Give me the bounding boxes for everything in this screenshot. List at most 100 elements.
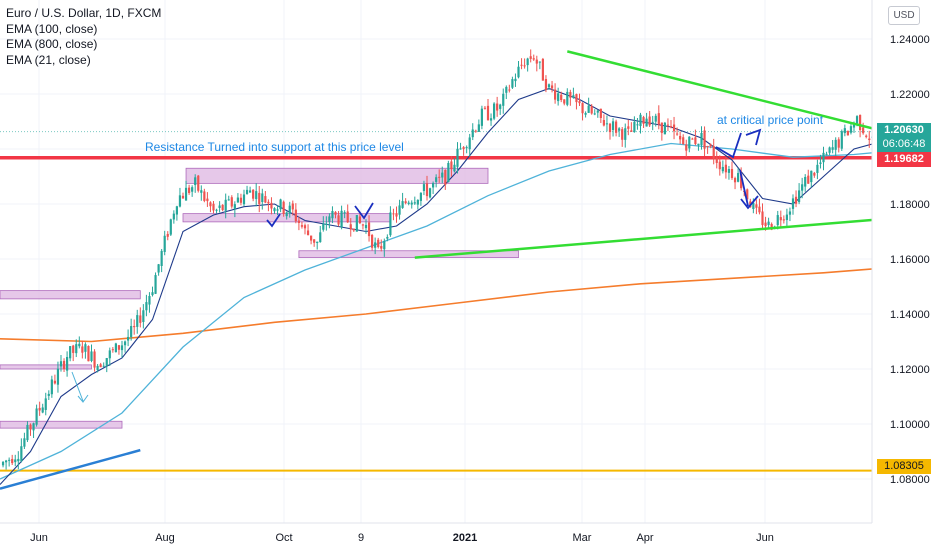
candle-body: [602, 119, 605, 126]
candle-body: [807, 175, 810, 184]
candle-body: [740, 174, 743, 189]
candle-body: [477, 124, 480, 132]
candle-body: [300, 225, 304, 227]
legend-ema-800[interactable]: EMA (800, close): [6, 37, 98, 51]
legend-ema-100[interactable]: EMA (100, close): [6, 21, 98, 36]
candle-body: [78, 343, 81, 347]
candle-body: [395, 213, 398, 217]
candle-body: [401, 201, 404, 208]
candle-body: [102, 365, 105, 367]
x-tick-label: 2021: [453, 532, 477, 544]
drawn-arrow: [354, 202, 374, 220]
legend-ema-21[interactable]: EMA (21, close): [6, 52, 91, 67]
candle-body: [139, 315, 142, 323]
candle-body: [486, 105, 490, 121]
candle-body: [779, 217, 782, 221]
candle-body: [130, 326, 133, 338]
candle-body: [798, 190, 801, 203]
candle-body: [17, 458, 20, 462]
candle-body: [721, 166, 724, 172]
drawn-arrow: [745, 128, 762, 146]
candle-body: [459, 148, 462, 150]
candle-body: [865, 135, 868, 137]
candle-body: [44, 398, 47, 410]
y-tick-label: 1.12000: [890, 364, 930, 376]
currency-button[interactable]: USD: [888, 6, 920, 25]
candle-body: [529, 56, 532, 59]
zone-box: [0, 364, 92, 370]
candle-body: [624, 128, 627, 140]
candle-body: [35, 408, 38, 425]
candle-body: [825, 153, 828, 155]
candle-body: [502, 93, 505, 106]
candle-body: [288, 205, 291, 214]
candle-body: [191, 187, 194, 192]
candle-body: [331, 211, 334, 219]
candle-body: [96, 365, 99, 370]
candle-body: [206, 198, 209, 202]
candle-body: [273, 208, 276, 212]
candle-body: [523, 65, 526, 67]
candle-body: [334, 211, 337, 215]
candle-body: [444, 169, 447, 185]
candle-body: [801, 184, 804, 191]
candle-body: [709, 144, 712, 147]
candle-body: [483, 107, 487, 109]
candle-body: [557, 93, 560, 102]
candle-body: [544, 79, 548, 90]
candle-body: [111, 349, 114, 351]
candle-body: [465, 147, 468, 149]
x-tick-label: Apr: [636, 532, 653, 544]
candle-body: [608, 123, 612, 133]
candle-body: [404, 201, 407, 204]
candle-body: [474, 130, 477, 132]
candle-body: [651, 121, 654, 123]
candle-body: [569, 92, 572, 98]
candle-body: [322, 223, 325, 230]
candle-body: [398, 205, 401, 215]
candle-body: [56, 368, 60, 385]
candle-body: [511, 79, 514, 88]
candle-body: [66, 357, 69, 371]
candle-body: [123, 341, 127, 346]
candle-body: [615, 121, 618, 133]
candle-body: [575, 94, 578, 103]
candle-body: [407, 202, 410, 204]
candle-body: [660, 122, 663, 133]
candle-body: [200, 190, 203, 193]
candle-body: [316, 241, 319, 244]
candle-body: [843, 128, 846, 134]
candle-body: [831, 147, 834, 150]
candle-body: [242, 194, 246, 205]
candle-body: [737, 173, 740, 182]
candle-body: [148, 295, 151, 305]
candle-body: [261, 193, 264, 203]
candle-body: [450, 161, 453, 170]
candle-body: [596, 110, 599, 113]
candle-body: [133, 326, 136, 328]
candle-body: [611, 121, 615, 131]
legend-title[interactable]: Euro / U.S. Dollar, 1D, FXCM: [6, 6, 162, 20]
candle-body: [383, 241, 386, 250]
zone-box: [185, 167, 489, 184]
candle-body: [791, 198, 795, 209]
candle-body: [566, 91, 569, 105]
candle-body: [642, 117, 645, 124]
candle-body: [520, 64, 523, 66]
candle-body: [325, 223, 328, 225]
candle-body: [197, 175, 200, 191]
x-tick-label: Mar: [573, 532, 592, 544]
candle-body: [166, 233, 169, 237]
candle-body: [685, 144, 688, 151]
candle-body: [627, 126, 630, 129]
candle-body: [688, 136, 691, 149]
resistance-annotation: Resistance Turned into support at this p…: [145, 140, 404, 154]
candle-body: [581, 103, 584, 114]
candle-body: [648, 116, 651, 126]
support-price-tag: 1.19682: [877, 152, 931, 167]
candle-body: [441, 172, 444, 178]
candle-body: [175, 206, 178, 215]
candle-body: [84, 344, 87, 352]
